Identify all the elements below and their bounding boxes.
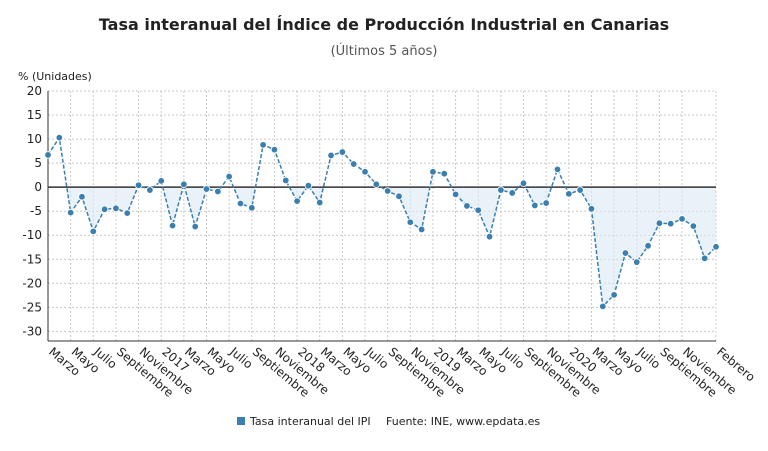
point xyxy=(474,206,482,214)
point xyxy=(157,177,165,185)
y-tick-label: 5 xyxy=(34,156,42,170)
point xyxy=(678,215,686,223)
legend-label: Tasa interanual del IPI xyxy=(249,415,371,428)
chart-title: Tasa interanual del Índice de Producción… xyxy=(99,15,669,34)
point xyxy=(168,221,177,230)
y-tick-label: -5 xyxy=(30,204,42,218)
legend-swatch xyxy=(237,417,245,425)
point xyxy=(236,199,245,208)
point xyxy=(89,227,97,236)
point xyxy=(383,187,392,195)
point xyxy=(100,205,109,213)
point xyxy=(553,165,562,174)
point xyxy=(214,187,222,196)
y-tick-label: -30 xyxy=(22,324,42,338)
point xyxy=(259,141,267,149)
area xyxy=(48,187,716,307)
point xyxy=(712,243,720,251)
point xyxy=(349,160,358,168)
point xyxy=(497,186,505,194)
point xyxy=(508,189,516,197)
point xyxy=(361,168,369,176)
point xyxy=(451,190,460,199)
y-tick-label: 15 xyxy=(27,108,42,122)
point xyxy=(429,168,437,176)
point xyxy=(191,222,199,231)
point xyxy=(180,180,188,188)
point xyxy=(406,218,415,226)
point xyxy=(463,202,471,210)
point xyxy=(531,201,539,210)
point xyxy=(134,181,143,189)
point xyxy=(440,169,448,178)
point xyxy=(542,199,550,207)
point xyxy=(372,180,381,188)
y-tick-label: 20 xyxy=(27,84,42,98)
point xyxy=(655,219,664,227)
point xyxy=(55,133,64,142)
point xyxy=(565,190,573,198)
point xyxy=(587,205,596,213)
point xyxy=(248,204,256,212)
chart-subtitle: (Últimos 5 años) xyxy=(331,43,438,59)
point xyxy=(316,198,324,207)
point xyxy=(633,258,641,266)
point xyxy=(282,176,290,185)
y-tick-label: -10 xyxy=(22,228,42,242)
point xyxy=(610,291,618,299)
y-axis-label: % (Unidades) xyxy=(18,70,92,83)
y-tick-label: -15 xyxy=(22,252,42,266)
point xyxy=(327,151,335,160)
point xyxy=(123,209,131,217)
point xyxy=(417,225,426,234)
point xyxy=(293,197,301,205)
point xyxy=(78,193,86,201)
point xyxy=(485,232,494,241)
point xyxy=(621,249,630,257)
point xyxy=(112,204,120,213)
point xyxy=(270,145,279,154)
point xyxy=(338,148,347,156)
point xyxy=(599,302,607,311)
point xyxy=(667,219,675,228)
y-tick-label: 10 xyxy=(27,132,42,146)
point xyxy=(576,186,584,194)
y-tick-label: -25 xyxy=(22,300,42,314)
point xyxy=(689,222,698,230)
point xyxy=(644,242,652,250)
point xyxy=(304,182,313,190)
y-tick-label: -20 xyxy=(22,276,42,290)
point xyxy=(66,208,75,217)
point xyxy=(146,186,154,194)
source: Fuente: INE, www.epdata.es xyxy=(386,415,540,428)
point xyxy=(44,151,52,159)
y-tick-label: 0 xyxy=(34,180,42,194)
point xyxy=(202,185,211,193)
point xyxy=(700,254,709,263)
point xyxy=(225,172,233,181)
point xyxy=(395,192,403,200)
point xyxy=(519,179,528,188)
